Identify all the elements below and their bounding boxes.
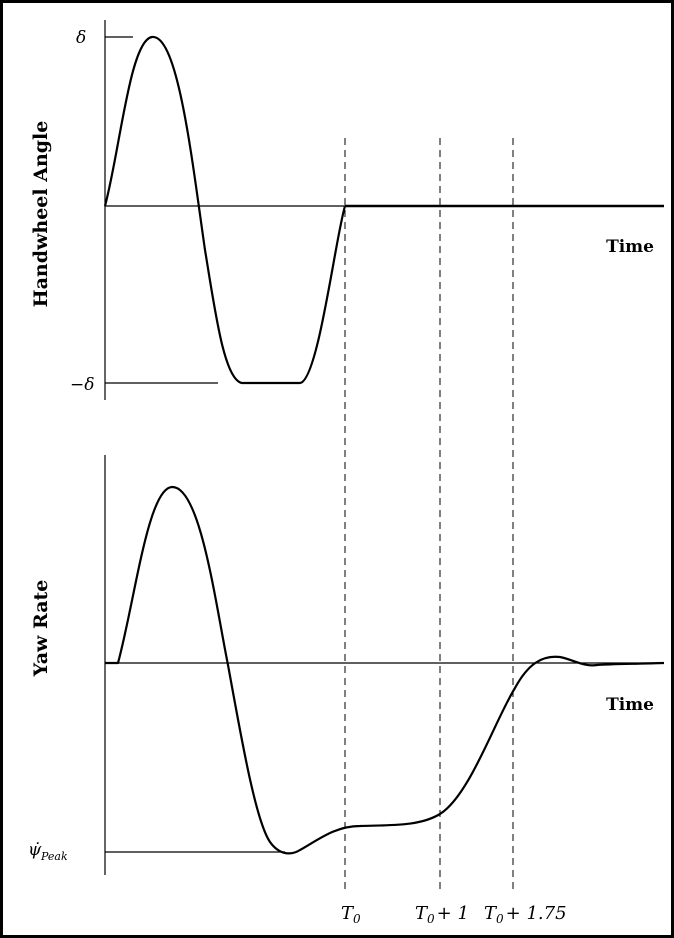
t2-label-sub: 0	[496, 912, 504, 926]
yaw-rate-axis-label: Yaw Rate	[30, 580, 52, 678]
yaw-peak-subscript: Peak	[40, 850, 68, 863]
t0-plus-1-75-label: T0 + 1.75	[484, 903, 567, 926]
t0-label-main: T	[341, 903, 355, 924]
t0-label: T0	[341, 903, 361, 926]
t2-label-rest: + 1.75	[506, 903, 567, 924]
yaw-peak-symbol: ψ̇	[28, 840, 42, 860]
t0-plus-1-label: T0 + 1	[415, 903, 469, 926]
handwheel-angle-curve	[103, 35, 347, 385]
t1-label-rest: + 1	[437, 903, 469, 924]
t1-label-main: T	[415, 903, 429, 924]
delta-label: δ	[76, 28, 86, 48]
neg-delta-label: −δ	[70, 375, 94, 395]
yaw-rate-panel: ψ̇ Peak Yaw Rate Time	[28, 455, 665, 875]
handwheel-angle-panel: δ −δ Handwheel Angle Time	[30, 20, 664, 400]
top-time-label: Time	[606, 237, 654, 257]
t1-label-sub: 0	[427, 912, 435, 926]
yaw-rate-curve	[105, 485, 665, 855]
bottom-time-label: Time	[606, 695, 654, 715]
time-markers: T0 T0 + 1 T0 + 1.75	[341, 138, 567, 926]
t2-label-main: T	[484, 903, 498, 924]
handwheel-angle-axis-label: Handwheel Angle	[30, 121, 52, 308]
t0-label-sub: 0	[353, 912, 361, 926]
